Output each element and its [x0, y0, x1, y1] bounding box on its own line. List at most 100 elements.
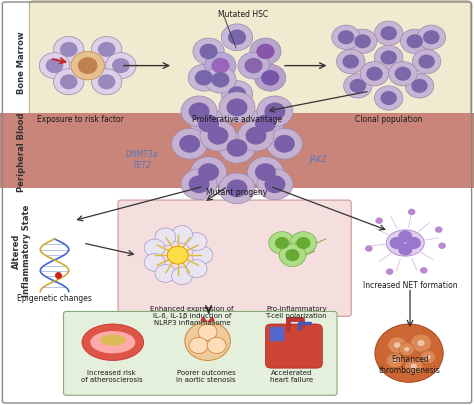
Circle shape [338, 30, 354, 44]
Circle shape [404, 347, 410, 352]
Circle shape [246, 127, 266, 145]
Circle shape [344, 74, 372, 98]
Circle shape [192, 246, 213, 264]
Circle shape [360, 62, 389, 86]
Circle shape [410, 334, 431, 352]
Circle shape [193, 38, 224, 65]
Circle shape [211, 58, 229, 73]
Circle shape [257, 169, 293, 200]
Circle shape [398, 243, 412, 256]
Circle shape [411, 79, 428, 93]
Circle shape [401, 29, 429, 53]
Circle shape [274, 135, 295, 153]
FancyBboxPatch shape [270, 327, 284, 341]
Text: Increased NET formation: Increased NET formation [363, 281, 457, 290]
Wedge shape [201, 317, 208, 322]
Text: Exposure to risk factor: Exposure to risk factor [37, 115, 124, 124]
Circle shape [172, 267, 192, 285]
Circle shape [381, 51, 397, 64]
Wedge shape [208, 317, 215, 322]
FancyBboxPatch shape [29, 1, 471, 115]
Circle shape [398, 230, 412, 243]
Circle shape [208, 127, 228, 145]
Circle shape [186, 233, 207, 251]
Circle shape [245, 58, 263, 73]
Circle shape [256, 44, 274, 59]
Circle shape [189, 337, 208, 354]
Circle shape [417, 340, 425, 346]
Circle shape [257, 96, 293, 127]
Circle shape [412, 49, 441, 74]
Circle shape [337, 49, 365, 74]
Circle shape [219, 92, 255, 123]
Text: Epigenetic changes: Epigenetic changes [17, 294, 92, 303]
FancyBboxPatch shape [64, 311, 337, 395]
Circle shape [200, 120, 236, 151]
Circle shape [389, 62, 417, 86]
Circle shape [221, 24, 253, 51]
Circle shape [417, 25, 446, 49]
Circle shape [255, 163, 276, 181]
Text: Accelerated
heart failure: Accelerated heart failure [270, 370, 313, 383]
Text: Bone Marrow: Bone Marrow [17, 32, 26, 94]
Circle shape [343, 55, 359, 68]
Circle shape [195, 70, 213, 85]
Bar [0, 113, 474, 188]
Circle shape [407, 237, 421, 249]
Circle shape [219, 173, 255, 204]
Ellipse shape [100, 335, 126, 346]
Circle shape [255, 64, 286, 91]
Circle shape [435, 226, 443, 233]
Circle shape [144, 254, 165, 271]
Circle shape [207, 337, 226, 354]
Circle shape [227, 98, 247, 116]
Circle shape [227, 179, 247, 197]
Circle shape [144, 239, 165, 257]
Circle shape [420, 267, 428, 274]
Circle shape [290, 232, 317, 254]
Ellipse shape [386, 230, 424, 256]
Circle shape [410, 363, 417, 369]
Circle shape [39, 53, 70, 79]
Text: Clonal population: Clonal population [355, 115, 422, 124]
Text: Altered
Inflammatory State: Altered Inflammatory State [12, 205, 31, 297]
Circle shape [198, 163, 219, 181]
Text: Poorer outcomes
in aortic stenosis: Poorer outcomes in aortic stenosis [176, 370, 236, 383]
Circle shape [155, 228, 176, 246]
Circle shape [98, 42, 116, 57]
Circle shape [228, 30, 246, 45]
Circle shape [388, 337, 407, 353]
Circle shape [399, 343, 414, 356]
Circle shape [296, 237, 310, 249]
Circle shape [381, 91, 397, 105]
Text: JAK2: JAK2 [309, 156, 326, 164]
Circle shape [365, 245, 373, 252]
Circle shape [91, 36, 122, 62]
Circle shape [348, 29, 377, 53]
Circle shape [264, 102, 285, 120]
Circle shape [198, 324, 217, 340]
Circle shape [408, 209, 416, 215]
Circle shape [172, 128, 208, 159]
Circle shape [219, 132, 255, 163]
Circle shape [172, 226, 192, 243]
Circle shape [91, 69, 122, 95]
Circle shape [266, 128, 302, 159]
Circle shape [189, 175, 210, 193]
Text: Peripheral Blood: Peripheral Blood [17, 112, 26, 192]
Circle shape [188, 64, 219, 91]
Circle shape [264, 175, 285, 193]
Circle shape [238, 120, 274, 151]
Circle shape [394, 342, 401, 348]
Circle shape [60, 74, 78, 90]
Circle shape [366, 67, 383, 81]
Circle shape [189, 102, 210, 120]
Circle shape [420, 351, 436, 364]
Circle shape [350, 79, 366, 93]
Circle shape [191, 108, 227, 139]
Circle shape [355, 34, 371, 48]
Circle shape [405, 358, 423, 374]
Circle shape [250, 38, 281, 65]
Circle shape [261, 70, 279, 85]
Circle shape [419, 55, 435, 68]
